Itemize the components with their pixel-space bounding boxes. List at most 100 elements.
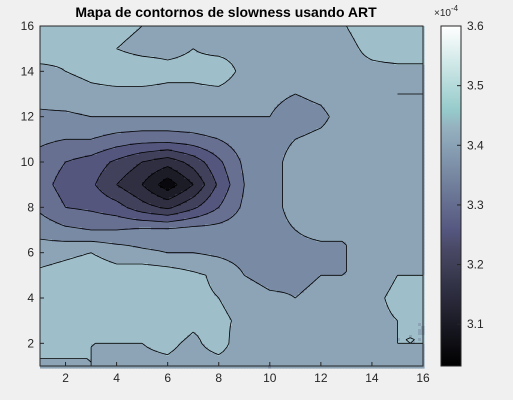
contour-cell [151,335,155,339]
contour-cell [163,308,167,312]
contour-cell [124,236,128,240]
contour-cell [85,215,89,219]
contour-cell [94,86,98,90]
contour-cell [127,182,131,186]
contour-cell [118,146,122,150]
contour-cell [97,365,101,369]
contour-cell [64,110,68,114]
contour-cell [121,317,125,321]
contour-cell [115,326,119,330]
contour-cell [139,206,143,210]
contour-cell [61,206,65,210]
contour-cell [106,128,110,132]
contour-cell [118,320,122,324]
contour-cell [79,311,83,315]
contour-cell [127,338,131,342]
contour-cell [118,254,122,258]
contour-cell [136,188,140,192]
contour-cell [70,95,74,99]
contour-cell [169,296,173,300]
contour-cell [160,41,164,45]
contour-cell [148,80,152,84]
contour-cell [67,323,71,327]
contour-cell [163,80,167,84]
contour-cell [43,284,47,288]
contour-cell [49,176,53,180]
contour-cell [157,326,161,330]
contour-cell [91,38,95,42]
contour-cell [163,335,167,339]
contour-cell [85,326,89,330]
contour-cell [61,125,65,129]
contour-cell [40,47,44,51]
contour-cell [55,215,59,219]
contour-cell [52,125,56,129]
contour-cell [142,113,146,117]
contour-cell [151,326,155,330]
contour-cell [169,269,173,273]
contour-cell [61,215,65,219]
contour-cell [70,311,74,315]
contour-cell [82,74,86,78]
contour-cell [103,161,107,165]
contour-cell [148,254,152,258]
contour-cell [58,164,62,168]
contour-cell [49,200,53,204]
contour-cell [106,200,110,204]
contour-cell [40,83,44,87]
contour-cell [85,251,89,255]
contour-cell [166,344,170,348]
contour-cell [73,167,77,171]
contour-cell [79,344,83,348]
contour-cell [88,155,92,159]
contour-cell [94,356,98,360]
contour-cell [88,329,92,333]
contour-cell [70,296,74,300]
contour-cell [157,65,161,69]
contour-cell [151,347,155,351]
contour-cell [82,134,86,138]
contour-cell [136,113,140,117]
contour-cell [133,266,137,270]
contour-cell [124,260,128,264]
contour-cell [163,119,167,123]
contour-cell [97,53,101,57]
contour-cell [133,230,137,234]
contour-cell [55,56,59,60]
contour-cell [85,281,89,285]
contour-cell [112,362,116,366]
contour-cell [91,356,95,360]
contour-cell [40,311,44,315]
contour-cell [157,290,161,294]
contour-cell [163,224,167,228]
contour-cell [133,44,137,48]
contour-cell [106,233,110,237]
contour-cell [106,170,110,174]
contour-cell [154,143,158,147]
contour-cell [142,251,146,255]
contour-cell [154,179,158,183]
contour-cell [151,107,155,111]
contour-cell [139,200,143,204]
contour-cell [70,83,74,87]
contour-cell [109,203,113,207]
contour-cell [103,59,107,63]
contour-cell [121,359,125,363]
contour-cell [163,158,167,162]
contour-cell [97,320,101,324]
contour-cell [145,233,149,237]
contour-cell [73,212,77,216]
contour-cell [160,245,164,249]
contour-cell [52,221,56,225]
contour-cell [64,53,68,57]
contour-cell [118,203,122,207]
contour-cell [127,335,131,339]
contour-cell [112,95,116,99]
contour-cell [121,305,125,309]
contour-cell [103,77,107,81]
contour-cell [118,53,122,57]
contour-cell [79,191,83,195]
contour-cell [157,350,161,354]
contour-cell [55,311,59,315]
contour-cell [46,188,50,192]
